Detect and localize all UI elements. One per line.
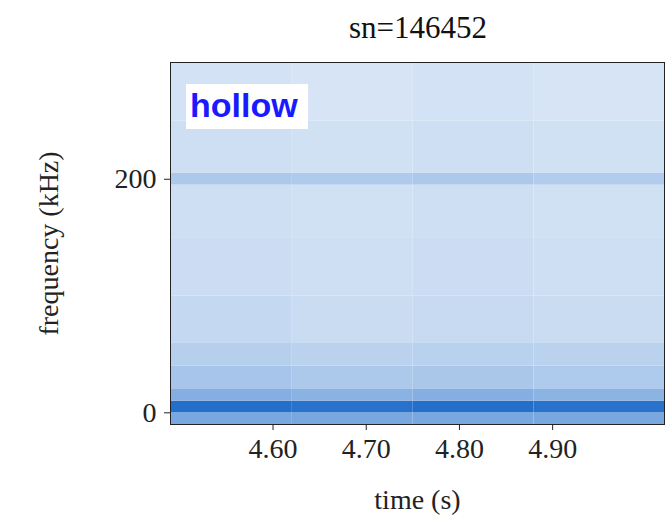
html-text:sn=146452: sn=146452 xyxy=(349,10,487,45)
svg-text:0: 0 xyxy=(143,397,157,428)
svg-text:time (s): time (s) xyxy=(374,484,460,515)
svg-text:4.80: 4.80 xyxy=(435,433,484,464)
svg-text:4.60: 4.60 xyxy=(249,433,298,464)
html-text:hollow: hollow xyxy=(190,86,298,124)
svg-text:4.70: 4.70 xyxy=(342,433,391,464)
svg-text:200: 200 xyxy=(115,163,157,194)
svg-text:4.90: 4.90 xyxy=(528,433,577,464)
svg-text:frequency (kHz): frequency (kHz) xyxy=(33,151,64,335)
